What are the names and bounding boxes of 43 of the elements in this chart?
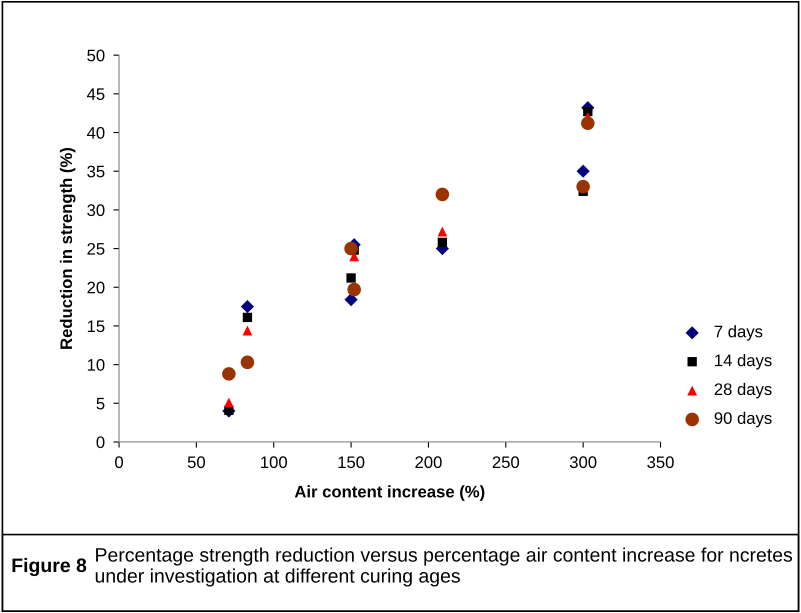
y-axis-title: Reduction in strength (%) (60, 148, 76, 349)
y-tick-label: 35 (87, 166, 104, 178)
x-tick-label: 0 (115, 456, 124, 468)
x-axis-title: Air content increase (%) (294, 485, 484, 501)
point (240, 356, 254, 370)
point (576, 164, 590, 178)
x-tick-label: 100 (261, 456, 287, 468)
point (347, 282, 361, 296)
caption: Figure 8 (12, 558, 86, 576)
point (581, 116, 595, 130)
y-tick-label: 10 (88, 359, 104, 371)
y-tick-label: 5 (96, 398, 104, 410)
point (344, 293, 358, 306)
point (222, 367, 236, 381)
x-tick-label: 350 (647, 456, 674, 468)
y-tick-label: 50 (87, 50, 104, 62)
point (344, 242, 358, 256)
legend-label: 14 days (715, 354, 772, 370)
y-tick-label: 15 (88, 320, 104, 332)
legend-label: 90 days (714, 412, 772, 428)
point (240, 300, 254, 314)
point (438, 238, 448, 248)
x-tick-label: 200 (415, 456, 442, 468)
point (346, 273, 356, 283)
y-tick-label: 30 (87, 204, 104, 216)
point (242, 312, 252, 322)
x-tick-label: 50 (188, 456, 205, 468)
legend-label: 7 days (714, 325, 762, 341)
y-tick-label: 20 (87, 282, 104, 294)
legend-label: 28 days (714, 382, 772, 398)
y-tick-label: 0 (96, 436, 104, 448)
y-tick-label: 25 (87, 242, 104, 255)
point (224, 398, 234, 408)
point (437, 226, 448, 236)
y-tick-label: 40 (86, 126, 104, 139)
point (576, 180, 590, 194)
point (242, 326, 252, 336)
x-tick-label: 250 (492, 456, 520, 468)
y-tick-label: 45 (86, 88, 104, 100)
x-tick-label: 150 (338, 456, 364, 468)
point (436, 188, 450, 202)
text: Percentage strength reduction versus percentage air content increase for ncretes under investigation at different curing ages (96, 547, 792, 587)
x-tick-label: 300 (570, 456, 596, 468)
